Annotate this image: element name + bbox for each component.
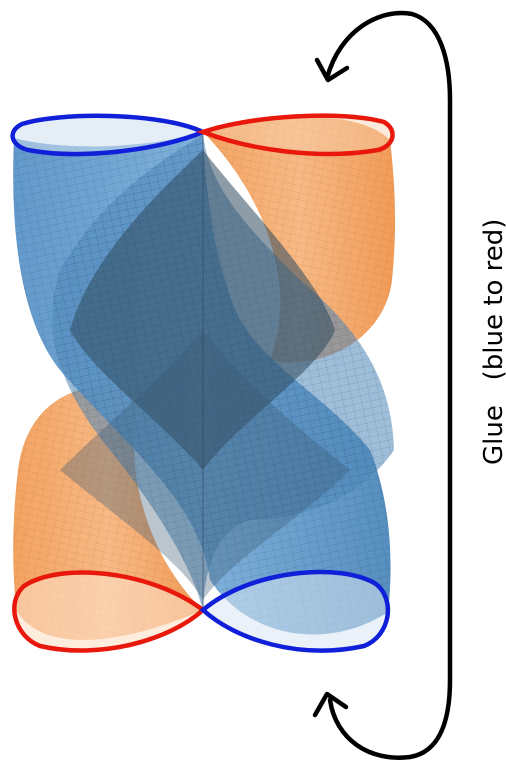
top-red-loop	[196, 113, 395, 157]
twisted-surface	[13, 117, 396, 640]
top-blue-loop	[10, 113, 209, 157]
bottom-red-loop	[12, 570, 207, 653]
bottom-boundary	[12, 569, 391, 653]
glue-arrow	[312, 10, 453, 760]
top-boundary	[10, 113, 395, 157]
bottom-blue-loop	[199, 569, 391, 653]
arrowhead-icon	[314, 57, 350, 83]
glue-label: Glue (blue to red)	[479, 219, 506, 465]
glue-arrow-path	[324, 10, 453, 760]
arrowhead-icon	[312, 691, 349, 718]
